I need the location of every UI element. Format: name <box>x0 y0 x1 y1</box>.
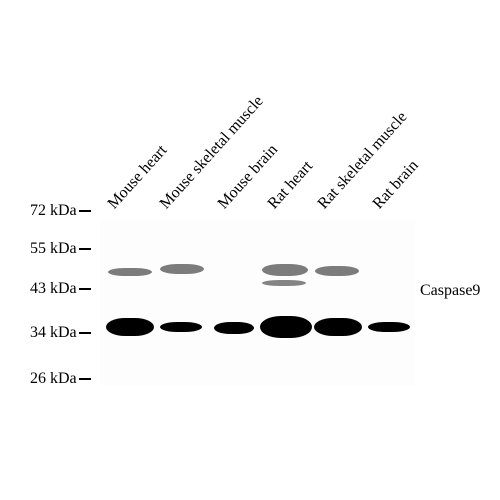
mw-marker-26: 26 kDa <box>30 370 91 388</box>
mw-marker-72: 72 kDa <box>30 202 91 220</box>
mw-marker-55: 55 kDa <box>30 240 91 258</box>
band-upper-lane4b <box>262 280 306 286</box>
lane-label-rat-heart: Rat heart <box>265 158 317 213</box>
mw-label: 55 kDa <box>30 240 77 258</box>
band-lower-lane3 <box>214 322 254 334</box>
band-lower-lane4 <box>260 316 312 338</box>
mw-marker-43: 43 kDa <box>30 280 91 298</box>
mw-label: 43 kDa <box>30 280 77 298</box>
lane-label-rat-brain: Rat brain <box>370 157 423 213</box>
mw-tick <box>79 378 91 380</box>
band-upper-lane2 <box>160 264 204 274</box>
mw-tick <box>79 288 91 290</box>
band-lower-lane2 <box>160 322 202 332</box>
mw-label: 34 kDa <box>30 324 77 342</box>
lane-label-mouse-skeletal-muscle: Mouse skeletal muscle <box>157 93 268 213</box>
band-lower-lane5 <box>314 318 362 336</box>
band-upper-lane1 <box>108 268 152 276</box>
mw-label: 72 kDa <box>30 202 77 220</box>
mw-tick <box>79 210 91 212</box>
blot-membrane-region <box>100 220 415 385</box>
protein-name-caspase9: Caspase9 <box>420 282 480 300</box>
mw-tick <box>79 248 91 250</box>
band-lower-lane6 <box>368 322 410 332</box>
mw-label: 26 kDa <box>30 370 77 388</box>
western-blot-figure: 72 kDa 55 kDa 43 kDa 34 kDa 26 kDa Mouse… <box>0 0 500 500</box>
band-upper-lane4 <box>262 264 308 276</box>
mw-marker-34: 34 kDa <box>30 324 91 342</box>
band-upper-lane5 <box>315 266 359 276</box>
mw-tick <box>79 332 91 334</box>
band-lower-lane1 <box>106 318 154 336</box>
